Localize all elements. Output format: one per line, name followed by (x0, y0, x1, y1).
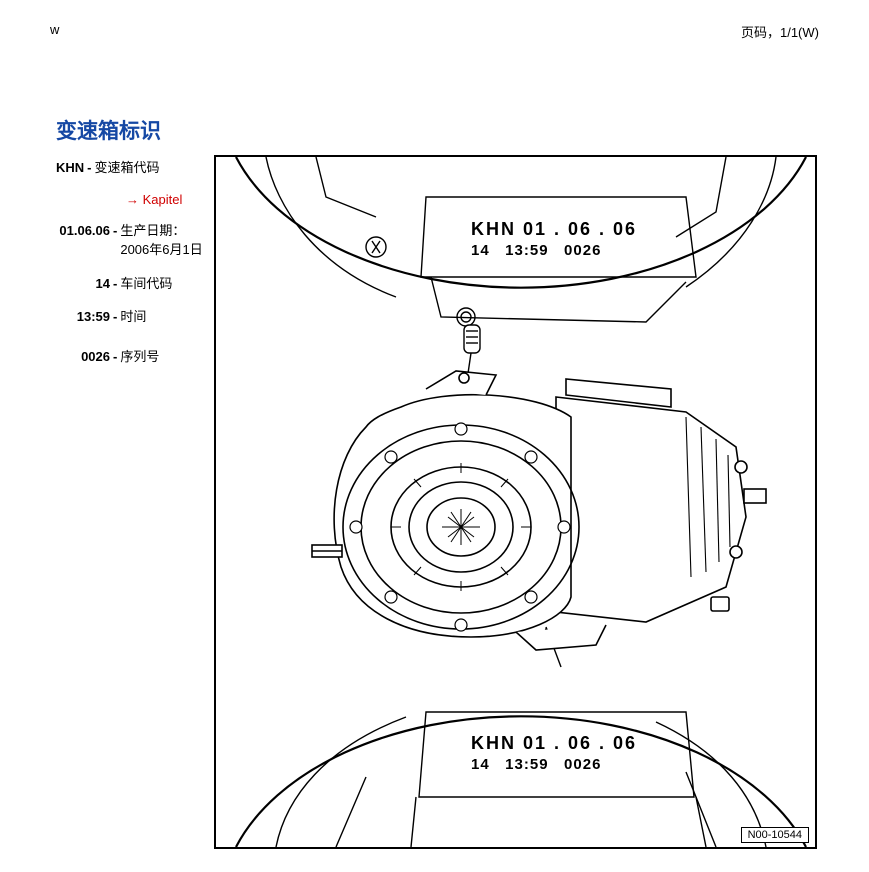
page-header: w 页码，1/1(W) (50, 22, 819, 41)
stamp-bottom-line2: 14 13:59 0026 (471, 756, 637, 773)
legend-dash: - (110, 307, 120, 327)
legend-row: 01.06.06 - 生产日期：2006年6月1日 (56, 221, 206, 260)
legend-dash: - (110, 347, 120, 367)
legend-val: 车间代码 (120, 274, 206, 294)
legend-dash: - (110, 274, 120, 294)
legend-val: 序列号 (120, 347, 206, 367)
legend-sidebar: KHN - 变速箱代码 → Kapitel 01.06.06 - 生产日期：20… (56, 158, 206, 380)
kapitel-link[interactable]: → Kapitel (126, 192, 206, 207)
legend-val: 时间 (120, 307, 206, 327)
header-left: w (50, 22, 59, 41)
figure-id: N00-10544 (741, 827, 809, 843)
legend-key: 14 (56, 274, 110, 294)
legend-key: KHN (56, 158, 84, 178)
stamp-top: KHN 01 . 06 . 06 14 13:59 0026 (471, 219, 637, 259)
header-right: 页码，1/1(W) (741, 22, 819, 41)
legend-row: 13:59 - 时间 (56, 307, 206, 327)
page-title: 变速箱标识 (56, 115, 161, 145)
legend-dash: - (84, 158, 94, 178)
legend-key: 01.06.06 (56, 221, 110, 260)
legend-row: 0026 - 序列号 (56, 347, 206, 367)
legend-key: 0026 (56, 347, 110, 367)
legend-val: 生产日期：2006年6月1日 (120, 221, 206, 260)
legend-dash: - (110, 221, 120, 260)
stamp-bottom-line1: KHN 01 . 06 . 06 (471, 733, 637, 754)
stamp-top-line1: KHN 01 . 06 . 06 (471, 219, 637, 240)
legend-key: 13:59 (56, 307, 110, 327)
legend-row: 14 - 车间代码 (56, 274, 206, 294)
legend-row: KHN - 变速箱代码 (56, 158, 206, 178)
stamp-bottom: KHN 01 . 06 . 06 14 13:59 0026 (471, 733, 637, 773)
diagram-frame: KHN 01 . 06 . 06 14 13:59 0026 KHN 01 . … (214, 155, 817, 849)
stamp-top-line2: 14 13:59 0026 (471, 242, 637, 259)
legend-val: 变速箱代码 (95, 158, 206, 178)
